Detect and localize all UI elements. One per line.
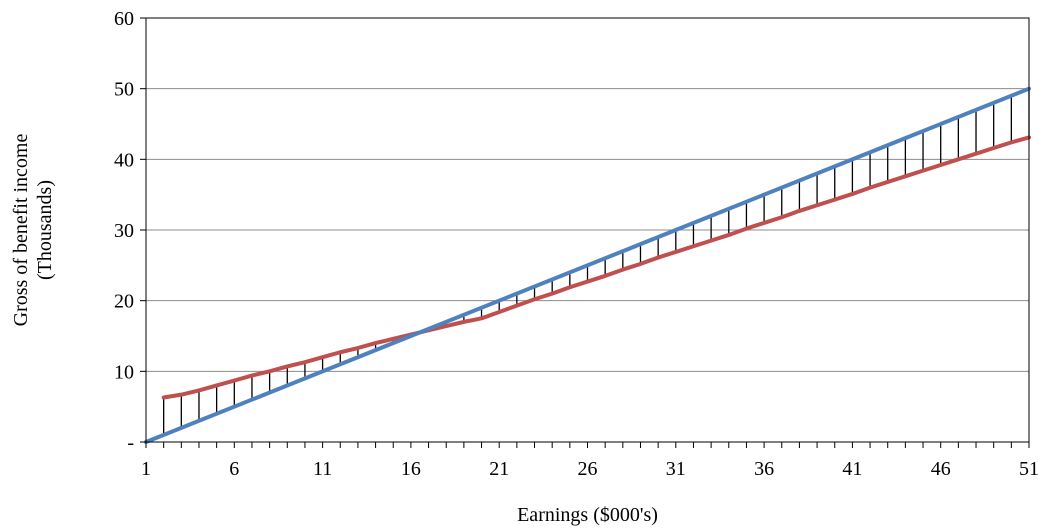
y-axis-title: Gross of benefit income (Thousands) <box>10 134 56 327</box>
y-tick-label-40: 40 <box>114 149 134 171</box>
series-line-red <box>161 135 1031 400</box>
grid-lines <box>146 88 1029 372</box>
x-tick-label-21: 21 <box>489 458 509 480</box>
x-tick-label-26: 26 <box>578 458 598 480</box>
x-axis-title: Earnings ($000's) <box>517 504 658 526</box>
x-tick-label-1: 1 <box>141 458 151 480</box>
x-tick-label-46: 46 <box>931 458 951 480</box>
x-tick-label-31: 31 <box>666 458 686 480</box>
series-lines <box>144 86 1031 444</box>
y-tick-label-60: 60 <box>114 8 134 30</box>
y-axis-title-line-2: (Thousands) <box>34 180 56 280</box>
x-tick-label-16: 16 <box>401 458 421 480</box>
y-tick-label-0: - <box>127 432 134 454</box>
y-tick-label-10: 10 <box>114 361 134 383</box>
y-axis-ticks: - 10 20 30 40 50 60 <box>114 8 146 454</box>
x-tick-label-11: 11 <box>313 458 332 480</box>
x-tick-label-51: 51 <box>1019 458 1038 480</box>
y-tick-label-50: 50 <box>114 79 134 101</box>
y-tick-label-30: 30 <box>114 220 134 242</box>
x-tick-label-6: 6 <box>229 458 239 480</box>
x-tick-label-41: 41 <box>842 458 862 480</box>
x-tick-label-36: 36 <box>754 458 774 480</box>
y-tick-label-20: 20 <box>114 291 134 313</box>
y-axis-title-line-1: Gross of benefit income <box>10 134 32 327</box>
x-axis-ticks: 1 6 11 16 21 26 31 36 41 46 51 <box>141 442 1038 480</box>
series-line-blue <box>144 86 1031 444</box>
